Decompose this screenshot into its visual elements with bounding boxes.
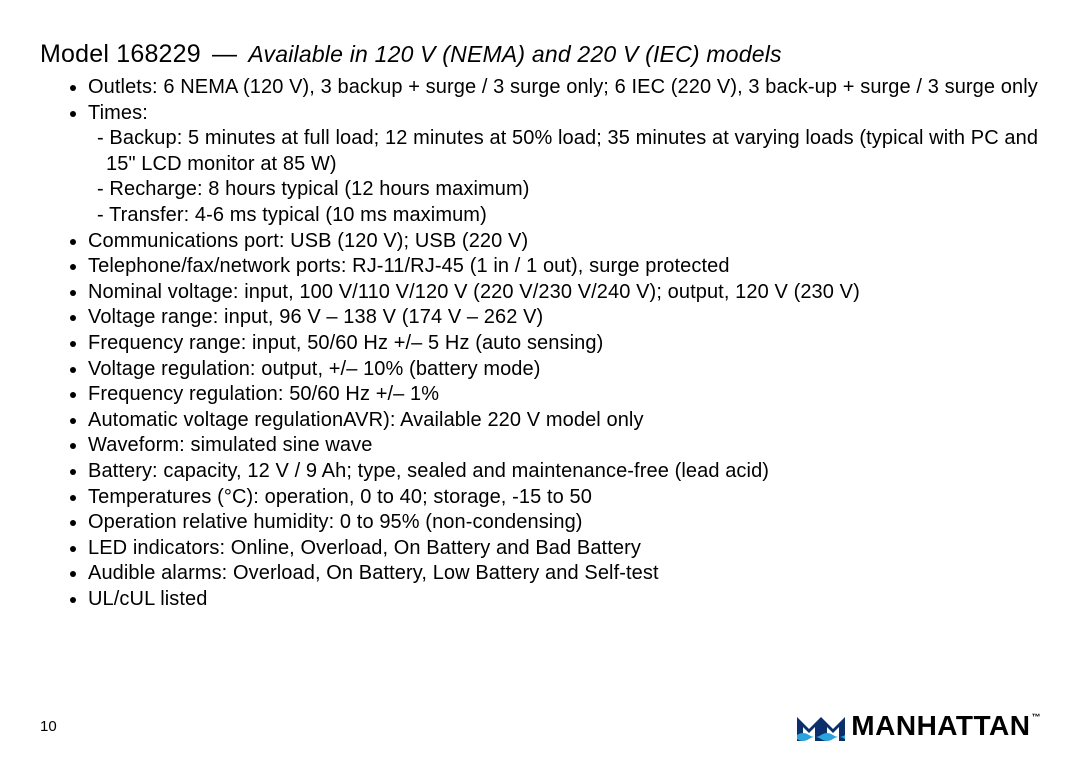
spec-text: Waveform: simulated sine wave (88, 434, 372, 456)
spec-item: Audible alarms: Overload, On Battery, Lo… (88, 561, 1040, 587)
brand-word-text: MANHATTAN (851, 710, 1030, 741)
spec-item: Outlets: 6 NEMA (120 V), 3 backup + surg… (88, 75, 1040, 101)
spec-item: Operation relative humidity: 0 to 95% (n… (88, 510, 1040, 536)
spec-item: Frequency regulation: 50/60 Hz +/– 1% (88, 382, 1040, 408)
spec-item: Telephone/fax/network ports: RJ-11/RJ-45… (88, 254, 1040, 280)
spec-text: Voltage range: input, 96 V – 138 V (174 … (88, 306, 543, 328)
spec-text: Automatic voltage regulationAVR): Availa… (88, 409, 644, 431)
spec-text: Audible alarms: Overload, On Battery, Lo… (88, 562, 659, 584)
spec-text: Frequency regulation: 50/60 Hz +/– 1% (88, 383, 439, 405)
spec-text: Nominal voltage: input, 100 V/110 V/120 … (88, 281, 860, 303)
spec-text: Frequency range: input, 50/60 Hz +/– 5 H… (88, 332, 603, 354)
spec-list: Outlets: 6 NEMA (120 V), 3 backup + surg… (40, 75, 1040, 612)
page-number: 10 (40, 718, 57, 735)
spec-subitems: Backup: 5 minutes at full load; 12 minut… (88, 126, 1040, 228)
spec-text: Battery: capacity, 12 V / 9 Ah; type, se… (88, 460, 769, 482)
spec-item: Voltage range: input, 96 V – 138 V (174 … (88, 305, 1040, 331)
title-dash: — (212, 40, 237, 68)
spec-item: Frequency range: input, 50/60 Hz +/– 5 H… (88, 331, 1040, 357)
spec-item: Times:Backup: 5 minutes at full load; 12… (88, 101, 1040, 229)
model-subtitle: Available in 120 V (NEMA) and 220 V (IEC… (248, 41, 781, 67)
spec-text: Outlets: 6 NEMA (120 V), 3 backup + surg… (88, 76, 1038, 98)
brand-mark-icon (797, 711, 845, 741)
spec-item: Automatic voltage regulationAVR): Availa… (88, 408, 1040, 434)
spec-item: Battery: capacity, 12 V / 9 Ah; type, se… (88, 459, 1040, 485)
spec-subitem: Recharge: 8 hours typical (12 hours maxi… (88, 177, 1040, 203)
spec-subitem: Backup: 5 minutes at full load; 12 minut… (88, 126, 1040, 177)
footer: 10 MANHATTAN™ (40, 710, 1040, 742)
brand-tm: ™ (1032, 712, 1042, 722)
page: Model 168229 — Available in 120 V (NEMA)… (0, 0, 1080, 766)
spec-item: Nominal voltage: input, 100 V/110 V/120 … (88, 280, 1040, 306)
spec-text: Operation relative humidity: 0 to 95% (n… (88, 511, 583, 533)
brand-logo: MANHATTAN™ (797, 710, 1040, 742)
model-label: Model 168229 (40, 40, 201, 68)
spec-text: Telephone/fax/network ports: RJ-11/RJ-45… (88, 255, 730, 277)
spec-text: Times: (88, 102, 148, 124)
spec-item: Waveform: simulated sine wave (88, 433, 1040, 459)
spec-text: Voltage regulation: output, +/– 10% (bat… (88, 358, 541, 380)
spec-subitem: Transfer: 4-6 ms typical (10 ms maximum) (88, 203, 1040, 229)
spec-item: UL/cUL listed (88, 587, 1040, 613)
spec-text: UL/cUL listed (88, 588, 208, 610)
spec-item: Temperatures (°C): operation, 0 to 40; s… (88, 485, 1040, 511)
spec-text: LED indicators: Online, Overload, On Bat… (88, 537, 641, 559)
page-title: Model 168229 — Available in 120 V (NEMA)… (40, 40, 1040, 69)
spec-item: LED indicators: Online, Overload, On Bat… (88, 536, 1040, 562)
spec-item: Voltage regulation: output, +/– 10% (bat… (88, 357, 1040, 383)
spec-text: Communications port: USB (120 V); USB (2… (88, 230, 528, 252)
spec-item: Communications port: USB (120 V); USB (2… (88, 229, 1040, 255)
brand-wordmark: MANHATTAN™ (851, 710, 1040, 742)
spec-text: Temperatures (°C): operation, 0 to 40; s… (88, 486, 592, 508)
